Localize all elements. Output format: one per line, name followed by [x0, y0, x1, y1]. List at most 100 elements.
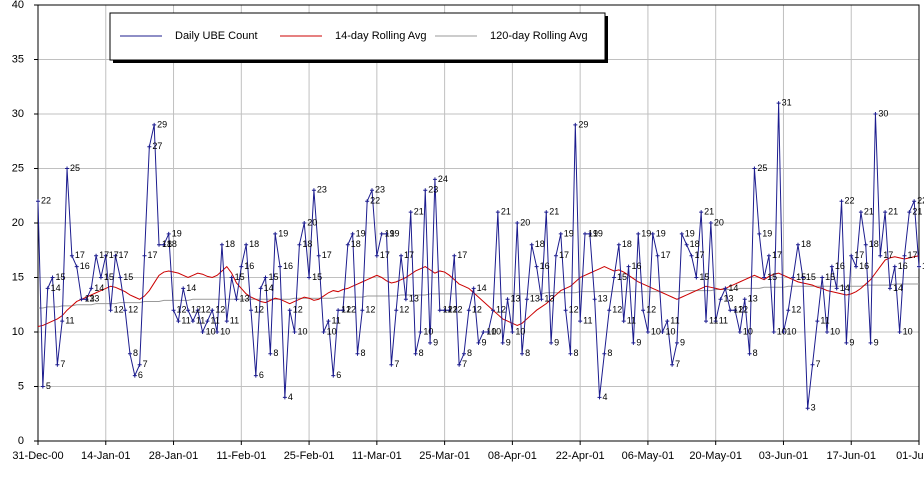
point-marker — [674, 340, 679, 345]
point-marker — [771, 330, 776, 334]
data-label: 12 — [341, 305, 351, 315]
point-marker — [408, 210, 413, 215]
data-label: 15 — [312, 272, 322, 282]
point-marker — [810, 362, 815, 367]
point-marker — [476, 340, 481, 345]
data-label: 6 — [138, 370, 143, 380]
point-marker — [699, 210, 704, 215]
data-label: 11 — [820, 315, 829, 325]
point-marker — [733, 308, 738, 313]
point-marker — [234, 297, 239, 302]
point-marker — [917, 264, 921, 269]
point-marker — [389, 362, 394, 367]
point-marker — [602, 351, 607, 356]
data-label: 8 — [273, 348, 278, 358]
legend-label: Daily UBE Count — [175, 30, 258, 42]
series-line — [37, 255, 920, 328]
data-label: 11 — [196, 315, 205, 325]
point-marker — [399, 253, 404, 258]
point-marker — [471, 286, 476, 291]
x-tick-label: 28-Jan-01 — [149, 450, 199, 462]
data-label: 10 — [651, 326, 661, 336]
point-marker — [413, 351, 418, 356]
point-marker — [331, 373, 336, 378]
point-marker — [60, 319, 65, 324]
point-marker — [878, 253, 883, 258]
data-label: 17 — [559, 250, 569, 260]
point-marker — [365, 199, 370, 204]
data-label: 16 — [244, 261, 254, 271]
data-label: 6 — [259, 370, 264, 380]
point-marker — [79, 297, 84, 302]
point-marker — [181, 286, 186, 291]
data-label: 14 — [893, 283, 903, 293]
data-label: 15 — [123, 272, 133, 282]
point-marker — [268, 351, 273, 356]
point-marker — [418, 330, 423, 334]
data-label: 18 — [225, 239, 235, 249]
point-marker — [50, 275, 55, 280]
data-label: 21 — [704, 206, 714, 216]
data-label: 20 — [520, 217, 530, 227]
point-marker — [534, 264, 539, 269]
data-label: 19 — [593, 228, 603, 238]
data-label: 17 — [99, 250, 109, 260]
series-line — [38, 283, 919, 309]
legend-box — [109, 12, 606, 61]
data-label: 11 — [719, 315, 728, 325]
x-tick-label: 14-Jan-01 — [81, 450, 131, 462]
data-label: 18 — [801, 239, 811, 249]
point-marker — [887, 286, 892, 291]
data-label: 17 — [772, 250, 782, 260]
data-label: 10 — [786, 326, 796, 336]
data-label: 20 — [307, 217, 317, 227]
point-marker — [679, 231, 684, 236]
data-label: 16 — [540, 261, 550, 271]
point-marker — [660, 330, 665, 334]
point-marker — [689, 253, 694, 258]
point-marker — [132, 373, 137, 378]
data-label: 10 — [743, 326, 753, 336]
point-marker — [447, 308, 452, 313]
data-label: 18 — [167, 239, 177, 249]
data-label: 10 — [220, 326, 230, 336]
point-marker — [171, 308, 176, 313]
point-marker — [757, 231, 762, 236]
data-label: 21 — [501, 206, 511, 216]
point-marker — [786, 308, 791, 313]
point-marker — [340, 308, 345, 313]
point-marker — [670, 362, 675, 367]
point-marker — [742, 297, 747, 302]
data-label: 16 — [898, 261, 908, 271]
point-marker — [694, 275, 699, 280]
data-label: 9 — [506, 337, 511, 347]
data-label: 12 — [201, 305, 211, 315]
point-marker — [752, 166, 757, 171]
data-label: 30 — [878, 108, 888, 118]
data-label: 12 — [128, 305, 138, 315]
point-marker — [704, 319, 709, 324]
point-marker — [345, 242, 350, 247]
data-label: 15 — [699, 272, 709, 282]
point-marker — [912, 199, 917, 204]
point-marker — [791, 275, 796, 280]
point-marker — [360, 308, 365, 313]
point-marker — [597, 395, 602, 400]
point-marker — [834, 286, 839, 291]
data-label: 15 — [617, 272, 627, 282]
point-marker — [854, 264, 859, 269]
point-marker — [263, 275, 268, 280]
point-marker — [40, 384, 45, 389]
data-label: 17 — [694, 250, 704, 260]
point-marker — [452, 253, 457, 258]
data-label: 12 — [114, 305, 124, 315]
point-marker — [321, 330, 326, 334]
point-marker — [355, 351, 360, 356]
data-label: 11 — [583, 315, 592, 325]
point-marker — [98, 275, 103, 280]
point-marker — [825, 330, 830, 334]
data-label: 7 — [675, 359, 680, 369]
data-label: 15 — [269, 272, 279, 282]
point-marker — [224, 319, 229, 324]
